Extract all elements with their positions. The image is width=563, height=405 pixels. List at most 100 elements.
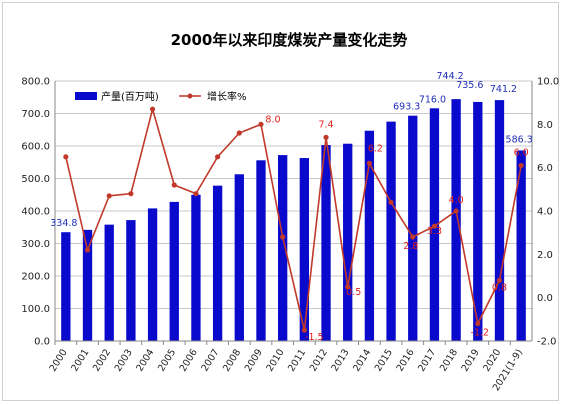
left-tick-label: 700.0 (21, 109, 50, 120)
production-bar (147, 208, 158, 341)
x-tick-label: 2016 (395, 347, 417, 373)
left-tick-label: 600.0 (21, 142, 50, 153)
growth-rate-marker (366, 160, 372, 166)
bar-value-label: 716.0 (419, 94, 446, 105)
production-bar (386, 121, 396, 341)
x-tick-label: 2017 (416, 347, 438, 373)
right-tick-label: 8.0 (537, 120, 553, 131)
x-tick-label: 2001 (69, 347, 91, 373)
production-bar (61, 232, 71, 341)
growth-rate-marker (301, 327, 307, 333)
rate-value-label: 6.2 (368, 143, 383, 154)
right-tick-label: 6.0 (537, 163, 553, 174)
growth-rate-marker (215, 154, 221, 160)
production-bar (169, 201, 179, 341)
left-tick-label: 800.0 (21, 77, 50, 88)
x-tick-label: 2013 (330, 347, 352, 373)
bar-value-label: 334.8 (50, 218, 77, 229)
legend-bar-swatch (75, 92, 97, 100)
right-tick-label: 10.0 (537, 77, 559, 88)
growth-rate-marker (63, 154, 69, 160)
right-y-axis: -2.0 0.0 2.0 4.0 6.0 8.0 10.0 (531, 77, 559, 348)
right-tick-label: 4.0 (537, 207, 553, 218)
left-tick-label: 0.0 (34, 337, 50, 348)
legend-line-marker (187, 93, 193, 99)
growth-rate-polyline (65, 106, 522, 331)
bar-value-label: 744.2 (437, 71, 464, 82)
growth-rate-marker (149, 106, 156, 112)
growth-rate-marker (388, 199, 394, 205)
rate-value-label: 2.8 (403, 241, 418, 252)
production-bar (321, 145, 331, 341)
x-tick-label: 2015 (373, 347, 395, 373)
left-tick-label: 500.0 (21, 174, 50, 185)
production-bar (256, 160, 266, 341)
bar-value-label: 741.2 (490, 84, 517, 95)
left-tick-label: 300.0 (21, 239, 50, 250)
production-bar (234, 174, 244, 341)
x-tick-label: 2010 (264, 347, 286, 373)
rate-value-label: -1.5 (305, 332, 324, 343)
growth-rate-marker (475, 321, 481, 327)
growth-rate-marker (106, 193, 112, 199)
x-tick-label: 2008 (221, 347, 243, 373)
growth-rate-marker (128, 191, 134, 197)
x-tick-label: 2000 (48, 347, 70, 373)
left-tick-label: 200.0 (21, 272, 50, 283)
rate-value-label: 7.4 (318, 119, 333, 130)
growth-rate-marker (431, 223, 438, 229)
x-tick-label: 2006 (178, 347, 200, 373)
growth-rate-marker (323, 134, 329, 140)
growth-rate-marker (496, 277, 503, 283)
x-tick-label: 2002 (91, 347, 113, 373)
growth-rate-line (63, 106, 524, 333)
rate-value-label: 4.0 (449, 195, 464, 206)
x-tick-label: 2019 (460, 347, 482, 373)
right-tick-label: 0.0 (537, 293, 553, 304)
rate-value-label: 6.0 (514, 148, 529, 159)
right-tick-label: 2.0 (537, 250, 553, 261)
right-tick-label: -2.0 (537, 337, 557, 348)
coal-production-chart: 2000年以来印度煤炭产量变化走势 0.0 100.0 200.0 300.0 400.… (21, 31, 559, 393)
bar-value-label: 586.3 (506, 134, 533, 145)
growth-rate-marker (84, 247, 91, 253)
x-tick-label: 2018 (438, 347, 460, 373)
rate-value-label: 3.3 (427, 226, 442, 237)
x-tick-label: 2020 (481, 347, 503, 373)
growth-rate-marker (280, 234, 286, 240)
growth-rate-marker (258, 121, 264, 127)
x-tick-label: 2009 (243, 347, 265, 373)
production-bar (364, 130, 375, 341)
rate-value-label: -1.2 (471, 328, 490, 339)
production-bar (191, 194, 201, 341)
rate-value-label: 8.0 (265, 114, 280, 125)
bar-value-label: 693.3 (393, 102, 420, 113)
production-bar (82, 229, 93, 341)
x-tick-label: 2005 (156, 347, 178, 373)
production-bar (212, 185, 223, 341)
chart-title: 2000年以来印度煤炭产量变化走势 (171, 31, 408, 49)
growth-rate-marker (453, 208, 459, 214)
left-tick-label: 100.0 (21, 304, 50, 315)
production-bar (343, 143, 353, 341)
legend-bar-label: 产量(百万吨) (101, 90, 159, 103)
legend: 产量(百万吨) 增长率% (75, 90, 247, 103)
x-tick-label: 2004 (134, 347, 156, 373)
x-tick-label: 2012 (308, 347, 330, 373)
growth-rate-marker (193, 191, 199, 197)
rate-value-label: 0.8 (492, 282, 507, 293)
rate-value-label: 0.5 (346, 287, 361, 298)
left-tick-label: 400.0 (21, 207, 50, 218)
growth-rate-marker (518, 162, 524, 169)
production-bar (104, 224, 114, 341)
growth-rate-marker (236, 130, 242, 136)
production-bar (494, 100, 505, 341)
production-bars (61, 99, 526, 342)
production-bar (408, 115, 418, 342)
x-axis: 2000 2001 2002 2003 2004 2005 2006 2007 2008 2009… (48, 340, 532, 393)
production-bar (299, 158, 310, 341)
growth-rate-marker (410, 234, 416, 240)
bar-value-label: 735.6 (456, 80, 483, 91)
chart-frame: 2000年以来印度煤炭产量变化走势 0.0 100.0 200.0 300.0 400.… (2, 2, 559, 401)
